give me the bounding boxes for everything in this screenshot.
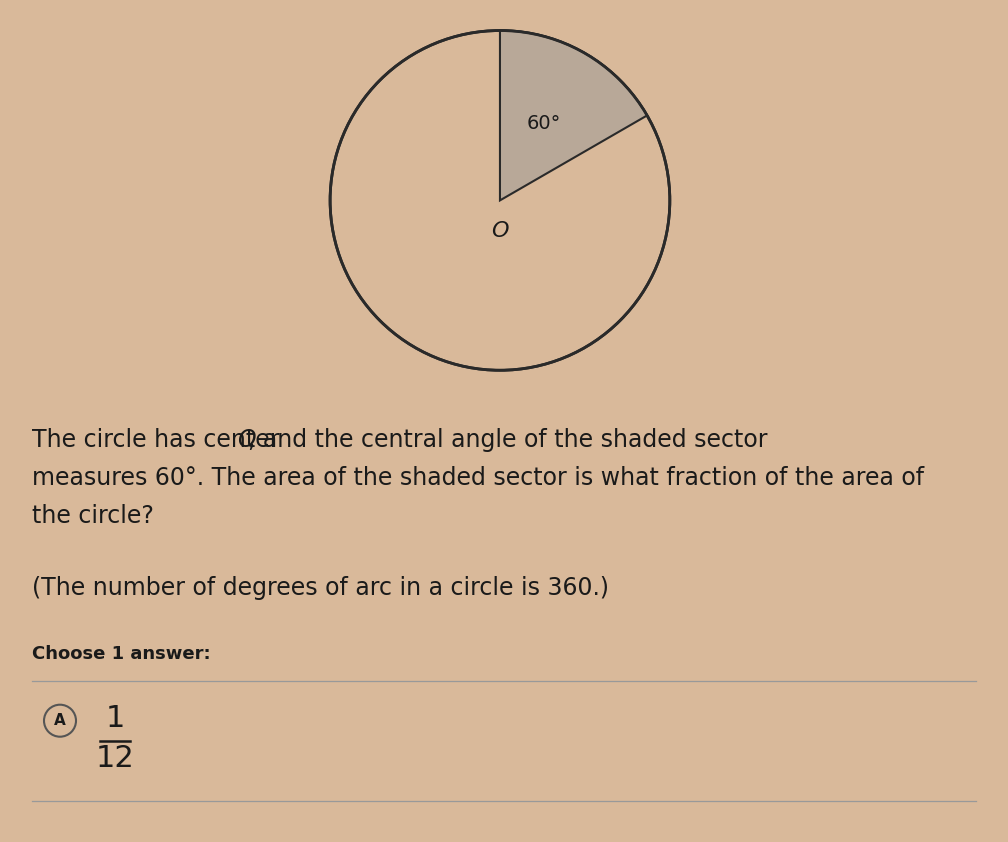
Text: 1: 1 [105,704,125,733]
Circle shape [330,30,670,370]
Text: The circle has center: The circle has center [32,428,287,452]
Text: the circle?: the circle? [32,504,154,528]
Text: O: O [237,428,255,452]
Text: (The number of degrees of arc in a circle is 360.): (The number of degrees of arc in a circl… [32,576,609,600]
Text: Choose 1 answer:: Choose 1 answer: [32,645,211,663]
Text: 12: 12 [96,743,134,773]
Wedge shape [500,30,647,200]
Text: , and the central angle of the shaded sector: , and the central angle of the shaded se… [248,428,767,452]
Text: O: O [491,221,509,241]
Text: 60°: 60° [527,115,561,133]
Text: A: A [54,713,66,728]
Text: measures 60°. The area of the shaded sector is what fraction of the area of: measures 60°. The area of the shaded sec… [32,466,924,490]
